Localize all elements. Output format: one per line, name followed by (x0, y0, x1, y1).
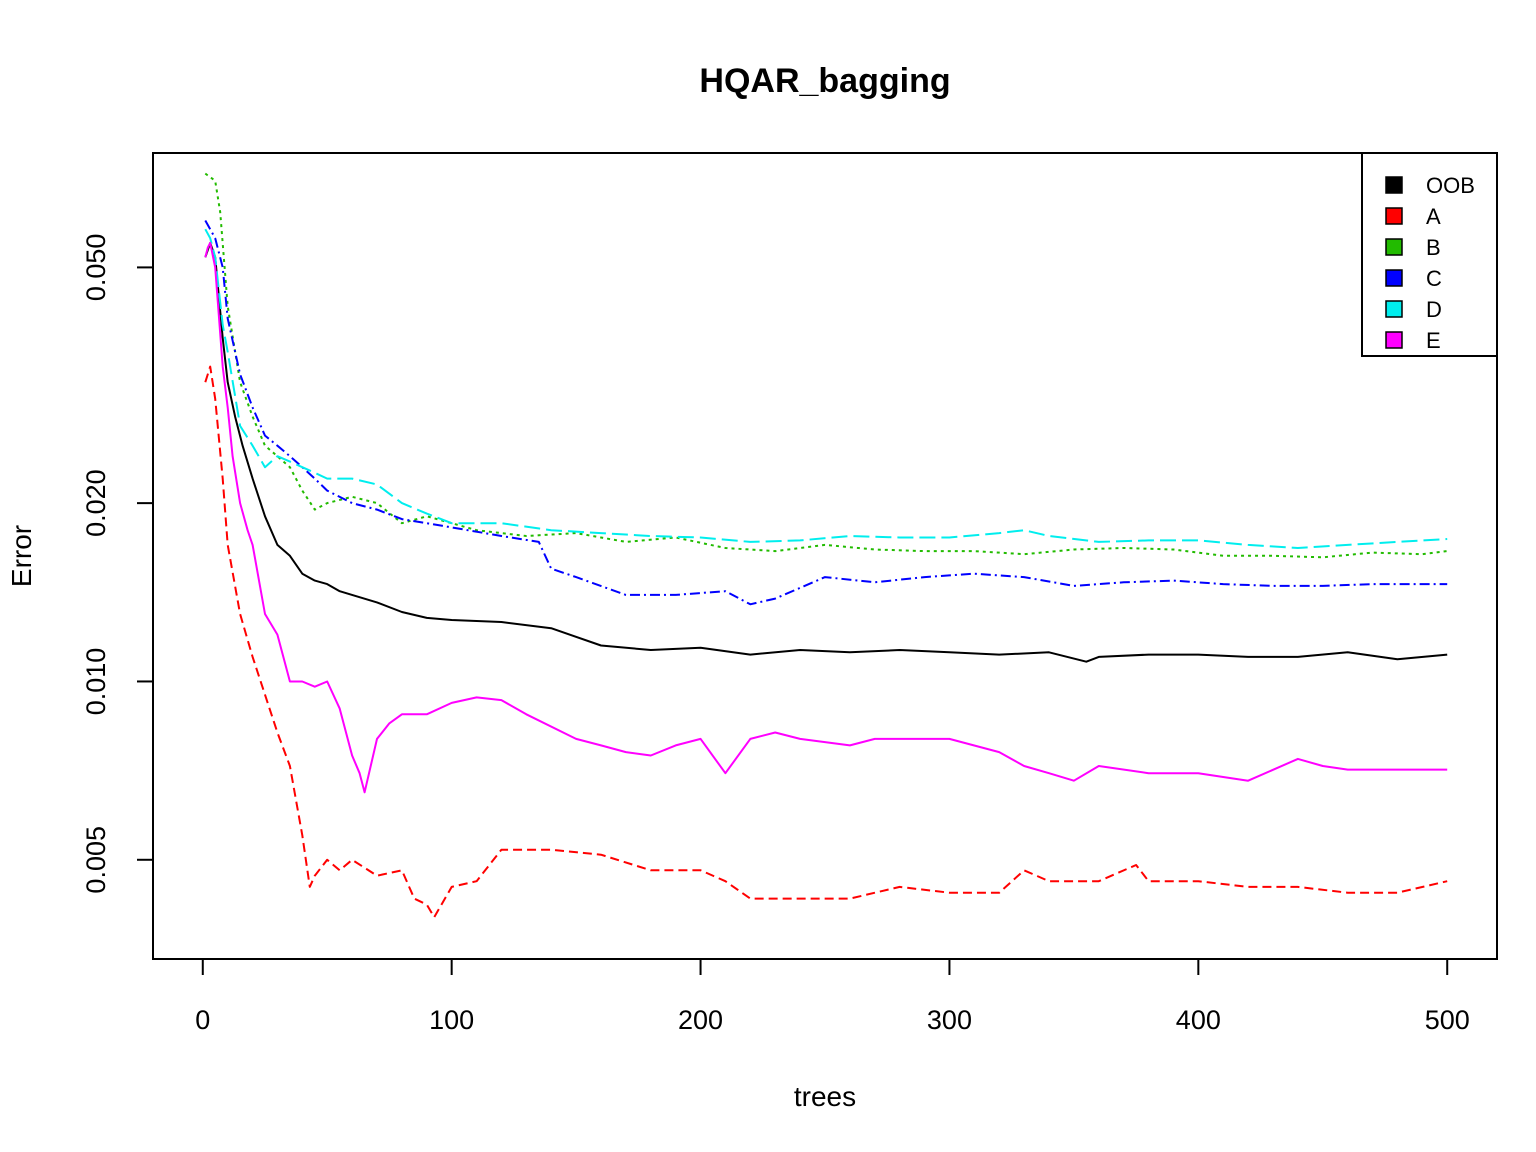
x-axis-label: trees (794, 1081, 856, 1112)
legend-swatch (1385, 207, 1403, 225)
x-tick-label: 400 (1176, 1005, 1221, 1035)
x-tick-label: 0 (195, 1005, 210, 1035)
legend-swatch (1385, 238, 1403, 256)
x-tick-label: 200 (678, 1005, 723, 1035)
y-tick-label: 0.050 (81, 234, 111, 302)
legend-box (1361, 152, 1498, 357)
legend-swatch (1385, 331, 1403, 349)
x-tick-label: 300 (927, 1005, 972, 1035)
legend-swatch (1385, 300, 1403, 318)
plot-frame (152, 152, 1498, 960)
legend-label: A (1426, 204, 1441, 229)
series-line-b (204, 172, 1448, 559)
legend-label: B (1426, 235, 1441, 260)
legend-label: E (1426, 328, 1441, 353)
x-tick-label: 500 (1425, 1005, 1470, 1035)
legend-label: OOB (1426, 173, 1475, 198)
y-tick-label: 0.010 (81, 648, 111, 716)
legend-label: C (1426, 266, 1442, 291)
series-layer (204, 172, 1448, 919)
chart-title: HQAR_bagging (699, 62, 950, 100)
series-line-c (204, 220, 1448, 606)
legend-swatch (1385, 269, 1403, 287)
y-axis-label: Error (6, 525, 37, 587)
series-line-oob (204, 241, 1448, 663)
y-axis: 0.005 0.010 0.020 0.050 (81, 234, 153, 894)
y-tick-label: 0.020 (81, 469, 111, 537)
legend-swatch (1385, 176, 1403, 194)
series-line-a (204, 365, 1448, 919)
legend-label: D (1426, 297, 1442, 322)
series-line-d (204, 228, 1448, 549)
x-tick-label: 100 (429, 1005, 474, 1035)
series-line-e (204, 241, 1448, 794)
x-axis: 0 100 200 300 400 500 (195, 959, 1470, 1035)
y-tick-label: 0.005 (81, 826, 111, 894)
